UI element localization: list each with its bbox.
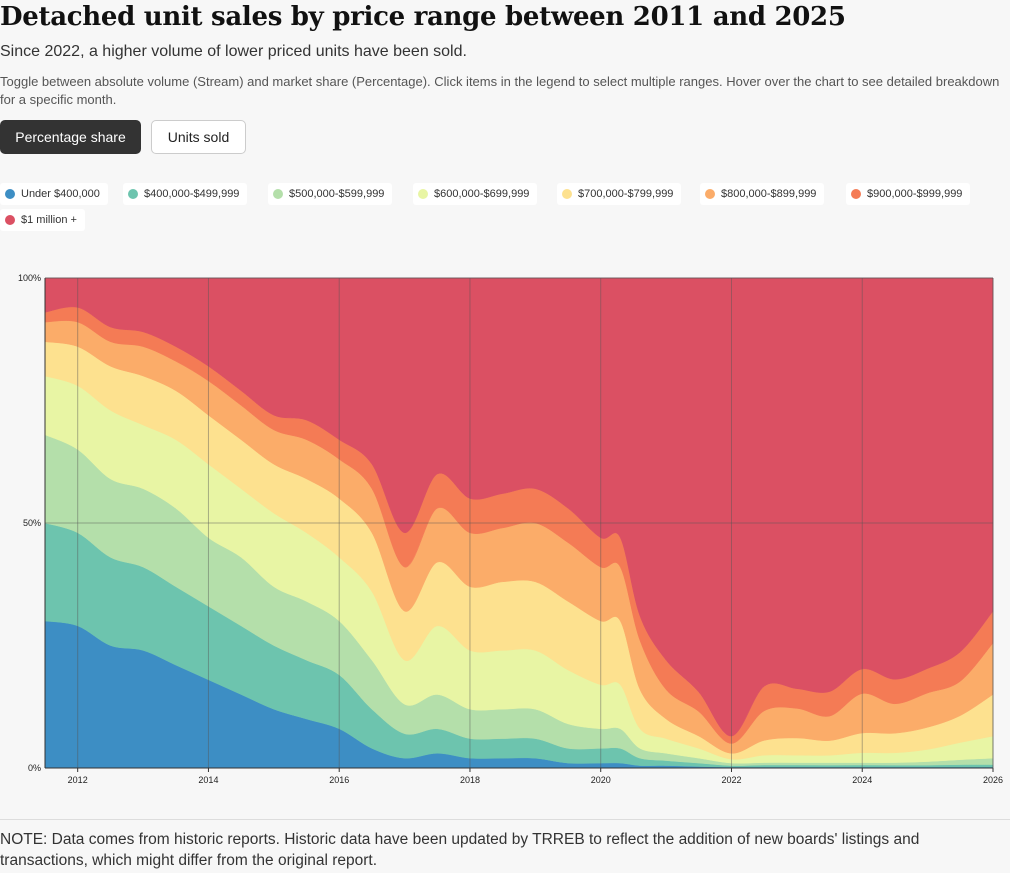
legend-item-1[interactable]: $400,000-$499,999	[123, 183, 248, 205]
legend-item-0[interactable]: Under $400,000	[0, 183, 108, 205]
legend-item-6[interactable]: $900,000-$999,999	[846, 183, 971, 205]
percentage-share-button[interactable]: Percentage share	[0, 120, 141, 154]
y-tick-label: 0%	[28, 763, 41, 773]
legend-label: Under $400,000	[21, 188, 100, 200]
legend-swatch	[705, 189, 715, 199]
legend-label: $700,000-$799,999	[578, 188, 674, 200]
legend-swatch	[851, 189, 861, 199]
x-tick-label: 2026	[983, 775, 1003, 783]
legend-item-4[interactable]: $700,000-$799,999	[557, 183, 682, 205]
x-tick-label: 2016	[329, 775, 349, 783]
legend-label: $800,000-$899,999	[721, 188, 817, 200]
x-tick-label: 2018	[460, 775, 480, 783]
legend-swatch	[418, 189, 428, 199]
y-tick-label: 50%	[23, 518, 41, 528]
legend-label: $600,000-$699,999	[434, 188, 530, 200]
legend-item-3[interactable]: $600,000-$699,999	[413, 183, 538, 205]
x-tick-label: 2012	[68, 775, 88, 783]
legend-label: $1 million +	[21, 214, 77, 226]
page-title: Detached unit sales by price range betwe…	[0, 2, 846, 32]
legend-swatch	[128, 189, 138, 199]
legend-item-5[interactable]: $800,000-$899,999	[700, 183, 825, 205]
legend-swatch	[5, 215, 15, 225]
legend-label: $900,000-$999,999	[867, 188, 963, 200]
x-tick-label: 2020	[591, 775, 611, 783]
legend-item-7[interactable]: $1 million +	[0, 209, 85, 231]
page-subtitle: Since 2022, a higher volume of lower pri…	[0, 43, 467, 60]
chart-instructions: Toggle between absolute volume (Stream) …	[0, 74, 1000, 107]
x-tick-label: 2014	[198, 775, 218, 783]
divider	[0, 819, 1010, 820]
legend-item-2[interactable]: $500,000-$599,999	[268, 183, 393, 205]
data-note: NOTE: Data comes from historic reports. …	[0, 831, 920, 869]
units-sold-button[interactable]: Units sold	[151, 120, 246, 154]
legend-swatch	[5, 189, 15, 199]
legend-label: $400,000-$499,999	[144, 188, 240, 200]
y-tick-label: 100%	[18, 273, 41, 283]
area-layers	[44, 277, 994, 769]
stacked-area-chart[interactable]: 0% 50% 100% 2012 2014 2016 2018 2020 2022 2024 202…	[0, 268, 1010, 783]
x-tick-label: 2024	[852, 775, 872, 783]
legend-swatch	[273, 189, 283, 199]
legend-swatch	[562, 189, 572, 199]
legend-label: $500,000-$599,999	[289, 188, 385, 200]
x-tick-label: 2022	[721, 775, 741, 783]
